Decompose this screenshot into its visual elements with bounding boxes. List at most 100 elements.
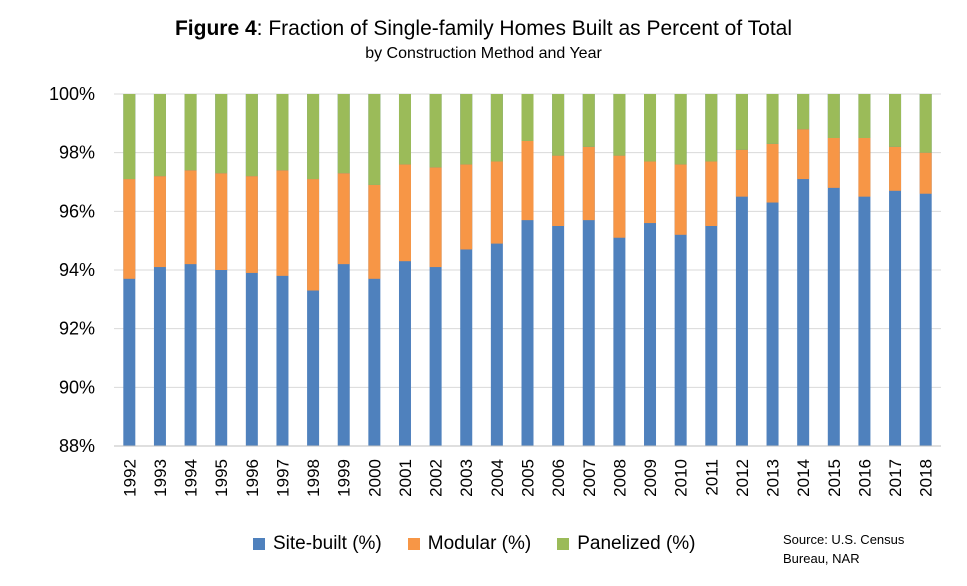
x-tick-label: 1993: [151, 459, 170, 497]
bar-segment-modular: [429, 167, 442, 268]
chart-title-bold: Figure 4: [174, 17, 257, 40]
legend-item-modular: Modular (%): [407, 533, 532, 555]
x-tick-label: 2009: [641, 459, 660, 497]
x-tick-label: 2000: [365, 459, 384, 497]
bar-segment-modular: [490, 161, 503, 244]
x-tick-label: 2011: [702, 459, 721, 496]
legend: Site-built (%) Modular (%) Panelized (%): [253, 533, 722, 555]
x-tick-label: 1999: [335, 459, 354, 497]
x-tick-label: 2013: [764, 459, 783, 497]
bar-segment-modular: [674, 164, 687, 235]
x-tick-label: 1997: [273, 459, 292, 497]
bar-segment-modular: [307, 179, 320, 291]
bar-segment-modular: [797, 129, 810, 180]
x-tick-label: 1994: [182, 459, 201, 497]
bars: [123, 94, 932, 446]
x-tick-label: 2017: [886, 459, 905, 497]
x-tick-label: 2015: [825, 459, 844, 497]
bar-segment-panelized: [552, 94, 565, 156]
bar-segment-panelized: [245, 94, 258, 177]
bar-segment-modular: [245, 176, 258, 273]
bar-segment-panelized: [276, 94, 289, 171]
x-tick-label: 2001: [396, 459, 415, 497]
bar-segment-panelized: [889, 94, 902, 147]
legend-label: Site-built (%): [273, 533, 382, 554]
bar-segment-modular: [889, 146, 902, 191]
source-note: Source: U.S. Census Bureau, NAR: [783, 532, 905, 566]
x-tick-label: 2016: [855, 459, 874, 497]
y-tick-label: 92%: [59, 319, 95, 339]
bar-segment-panelized: [123, 94, 136, 180]
y-axis-ticks: 88% 90% 92% 94% 96% 98% 100%: [49, 84, 95, 456]
bar-segment-modular: [919, 152, 932, 194]
x-tick-label: 2007: [580, 459, 599, 497]
x-tick-label: 2006: [549, 459, 568, 497]
bar-segment-panelized: [582, 94, 595, 147]
x-tick-label: 2014: [794, 459, 813, 497]
bar-segment-modular: [184, 170, 197, 265]
chart-title-rest: : Fraction of Single-family Homes Built …: [256, 17, 793, 40]
bar-segment-panelized: [674, 94, 687, 165]
bar-segment-panelized: [521, 94, 534, 141]
x-tick-label: 2004: [488, 459, 507, 497]
bar-segment-panelized: [429, 94, 442, 168]
bar-segment-modular: [521, 140, 534, 221]
chart-subtitle: by Construction Method and Year: [365, 45, 602, 62]
legend-swatch: [253, 538, 265, 550]
legend-label: Modular (%): [427, 533, 532, 554]
bar-segment-modular: [766, 143, 779, 203]
x-tick-label: 2002: [427, 459, 446, 497]
x-tick-label: 1998: [304, 459, 323, 497]
bar-segment-modular: [858, 138, 871, 197]
bar-segment-modular: [582, 146, 595, 221]
bar-segment-modular: [153, 176, 166, 268]
bar-segment-panelized: [919, 94, 932, 153]
x-tick-label: 2018: [917, 459, 936, 497]
bar-segment-modular: [215, 173, 228, 270]
bar-segment-panelized: [735, 94, 748, 150]
y-tick-label: 94%: [59, 260, 95, 280]
x-tick-label: 2008: [610, 459, 629, 497]
bar-segment-panelized: [153, 94, 166, 177]
bar-segment-modular: [827, 138, 840, 188]
x-axis-ticks: 1992 1993 1994 1995 1996 1997 1998 1999 2000 2001…: [120, 459, 935, 497]
x-tick-label: 2003: [457, 459, 476, 497]
chart-title: Figure 4: Fraction of Single-family Home…: [0, 16, 967, 42]
legend-label: Panelized (%): [577, 533, 696, 554]
legend-item-site: Site-built (%): [253, 533, 382, 555]
x-tick-label: 2005: [519, 459, 538, 497]
bar-segment-panelized: [490, 94, 503, 162]
x-tick-label: 1996: [243, 459, 262, 497]
bar-segment-panelized: [215, 94, 228, 174]
x-tick-label: 1992: [120, 459, 139, 497]
bar-segment-panelized: [460, 94, 473, 165]
bar-segment-panelized: [766, 94, 779, 144]
legend-item-panelized: Panelized (%): [557, 533, 696, 555]
bar-segment-panelized: [398, 94, 411, 165]
bar-segment-panelized: [307, 94, 320, 180]
x-tick-label: 1995: [212, 459, 231, 497]
y-tick-label: 96%: [59, 201, 95, 221]
y-tick-label: 98%: [59, 143, 95, 163]
bar-segment-modular: [337, 173, 350, 265]
bar-segment-panelized: [705, 94, 718, 162]
bar-segment-modular: [123, 179, 136, 279]
bar-segment-modular: [613, 155, 626, 238]
y-tick-label: 90%: [59, 377, 95, 397]
legend-swatch: [557, 538, 570, 550]
bar-segment-modular: [368, 184, 381, 279]
bar-segment-panelized: [613, 94, 626, 156]
bar-segment-modular: [644, 161, 657, 224]
x-tick-label: 2010: [672, 459, 691, 497]
bar-segment-panelized: [827, 94, 840, 138]
bar-segment-panelized: [644, 94, 657, 162]
bar-segment-panelized: [858, 94, 871, 138]
bar-segment-site: [797, 94, 810, 446]
y-tick-label: 88%: [59, 436, 95, 456]
legend-swatch: [407, 538, 420, 550]
y-tick-label: 100%: [49, 84, 95, 104]
x-tick-label: 2012: [733, 459, 752, 497]
bar-segment-modular: [460, 164, 473, 250]
bar-segment-panelized: [337, 94, 350, 174]
